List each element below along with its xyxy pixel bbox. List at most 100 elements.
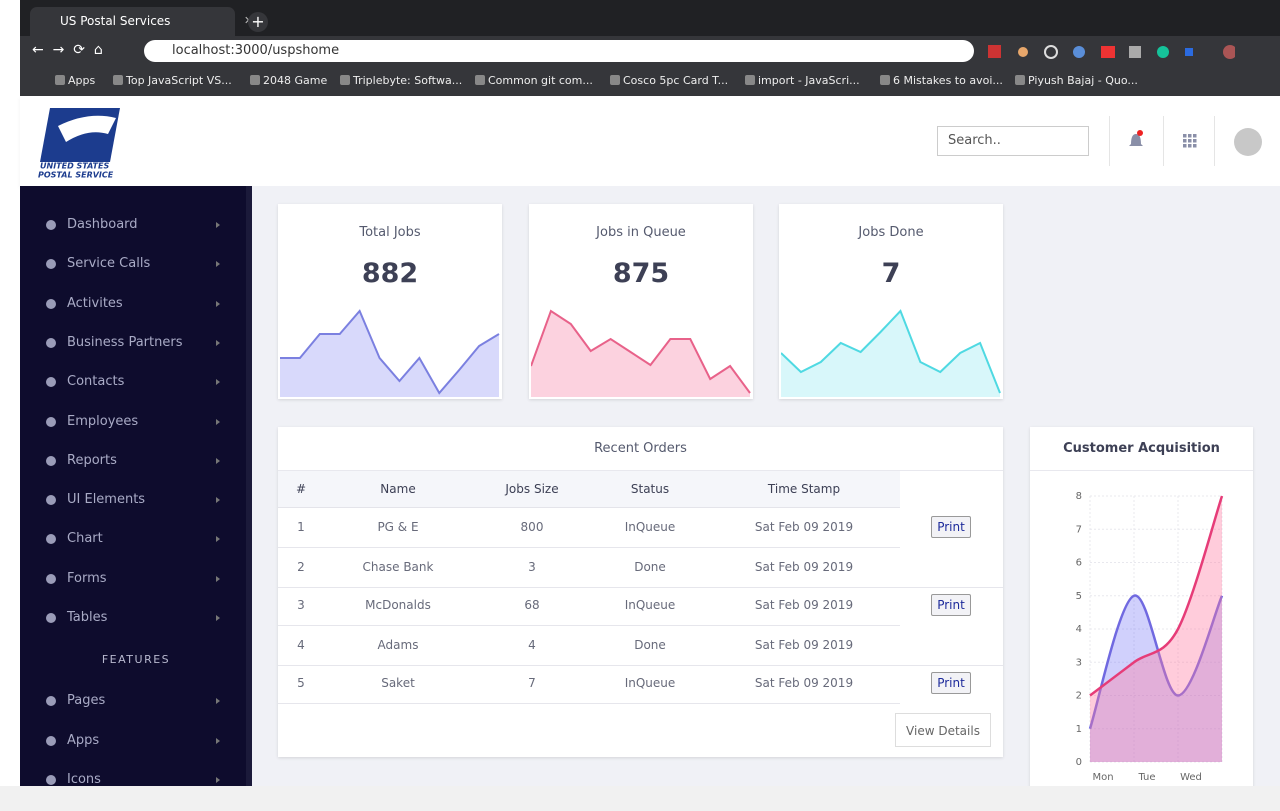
nav-item[interactable]: Chart (67, 531, 103, 547)
bookmark[interactable]: import - JavaScri... (758, 74, 860, 87)
x-tick-label: Mon (1092, 772, 1113, 783)
bookmark-icon (55, 75, 65, 85)
table-cell: Adams (377, 638, 419, 652)
nav-icon (46, 298, 56, 309)
stat-card: Total Jobs 882 (278, 204, 502, 399)
table-cell: 4 (297, 638, 305, 652)
y-tick-label: 2 (1076, 691, 1082, 702)
bookmark[interactable]: 6 Mistakes to avoi... (893, 74, 1003, 87)
footer-strip (0, 786, 1280, 811)
bookmark-icon (250, 75, 260, 85)
bookmark[interactable]: Top JavaScript VS... (126, 74, 232, 87)
stat-title: Total Jobs (359, 225, 421, 240)
sparkline-area (781, 311, 1000, 397)
nav-icon (46, 416, 56, 427)
nav-caret (216, 300, 220, 307)
bookmark-icon (745, 75, 755, 85)
table-cell: Sat Feb 09 2019 (754, 676, 854, 690)
bookmark-icon (880, 75, 890, 85)
url-bar[interactable]: localhost:3000/uspshome (144, 40, 974, 62)
table-cell: 4 (528, 638, 536, 652)
nav-item[interactable]: Apps (67, 732, 100, 748)
bookmark-icon (475, 75, 485, 85)
nav-icon (46, 377, 56, 388)
nav-item[interactable]: UI Elements (67, 492, 146, 508)
notifications[interactable] (1128, 130, 1144, 150)
table-cell: 7 (528, 676, 536, 690)
orders-card: Recent Orders # Name Jobs Size Status Time St… (278, 427, 1003, 757)
nav-item[interactable]: Tables (67, 610, 108, 625)
sparkline (531, 309, 751, 397)
nav-item[interactable]: Activites (67, 295, 123, 311)
avatar[interactable] (1234, 128, 1262, 156)
bookmark[interactable]: Piyush Bajaj - Quo... (1028, 74, 1138, 87)
row-divider (278, 547, 900, 548)
table-cell: Done (634, 560, 666, 574)
nav-item[interactable]: Pages (67, 693, 106, 708)
nav-icon (46, 259, 56, 270)
column-header: Time Stamp (767, 482, 841, 496)
logo-text: POSTAL SERVICE (38, 171, 114, 180)
chart-title: Customer Acquisition (1063, 441, 1220, 456)
row-divider (278, 703, 900, 704)
y-tick-label: 5 (1076, 591, 1082, 602)
nav-item[interactable]: Dashboard (67, 217, 138, 232)
table-cell: 1 (297, 520, 305, 534)
stat-card: Jobs in Queue 875 (529, 204, 753, 399)
bookmark[interactable]: Common git com... (488, 74, 593, 87)
nav-item[interactable]: Reports (67, 452, 117, 468)
row-divider (278, 625, 900, 626)
nav-buttons[interactable]: ← → ⟳ ⌂ (32, 42, 103, 58)
nav-section: FEATURES (101, 653, 171, 666)
nav-caret (216, 575, 220, 582)
nav-caret (216, 737, 220, 744)
table-cell: 800 (520, 520, 544, 534)
sidebar: Dashboard Service Calls Activites Business … (20, 186, 252, 786)
address-row: ← → ⟳ ⌂ localhost:3000/uspshome (20, 36, 1280, 66)
nav-item[interactable]: Icons (67, 772, 101, 786)
nav-caret (216, 615, 220, 621)
nav-caret (216, 261, 220, 268)
chart-card: Customer Acquisition 0 1 2 3 4 5 6 7 8 Mon Tue Wed (1030, 427, 1253, 807)
apps-grid[interactable] (1183, 134, 1197, 148)
search-input[interactable]: Search.. (937, 126, 1089, 156)
nav-caret (216, 497, 220, 504)
view-details[interactable]: View Details (895, 713, 991, 747)
nav-caret (216, 698, 220, 704)
table-cell: McDonalds (365, 598, 431, 612)
nav-item[interactable]: Business Partners (67, 334, 183, 350)
nav-item[interactable]: Contacts (67, 374, 125, 390)
bookmark-icon (340, 75, 350, 85)
x-tick-label: Wed (1180, 772, 1202, 783)
bookmark[interactable]: Apps (68, 74, 96, 87)
table-cell: Chase Bank (362, 560, 434, 574)
bookmark[interactable]: Cosco 5pc Card T... (623, 74, 729, 87)
bookmark-icon (1015, 75, 1025, 85)
bookmark[interactable]: 2048 Game (263, 74, 328, 87)
nav-caret (216, 777, 220, 783)
tab[interactable]: US Postal Services (30, 7, 235, 36)
table-cell: 2 (297, 560, 305, 574)
nav-item[interactable]: Employees (67, 413, 139, 429)
bookmark[interactable]: Triplebyte: Softwa... (353, 74, 463, 87)
row-divider (278, 665, 1003, 666)
table-cell: Sat Feb 09 2019 (754, 560, 854, 574)
y-tick-label: 7 (1076, 524, 1082, 535)
nav-icon (46, 613, 56, 623)
stat-title: Jobs Done (858, 225, 924, 240)
print-button[interactable]: Print (931, 516, 971, 538)
sparkline-area (531, 311, 750, 397)
nav-item[interactable]: Forms (67, 570, 107, 586)
y-tick-label: 4 (1076, 624, 1082, 635)
divider (1030, 470, 1253, 471)
table-cell: Saket (381, 676, 415, 690)
series-area (1090, 595, 1222, 762)
print-button[interactable]: Print (931, 672, 971, 694)
nav-icon (46, 534, 56, 545)
new-tab[interactable]: + (248, 12, 268, 32)
nav-caret (216, 339, 220, 346)
print-button[interactable]: Print (931, 594, 971, 616)
nav-item[interactable]: Service Calls (67, 256, 151, 272)
nav-icon (46, 735, 56, 746)
